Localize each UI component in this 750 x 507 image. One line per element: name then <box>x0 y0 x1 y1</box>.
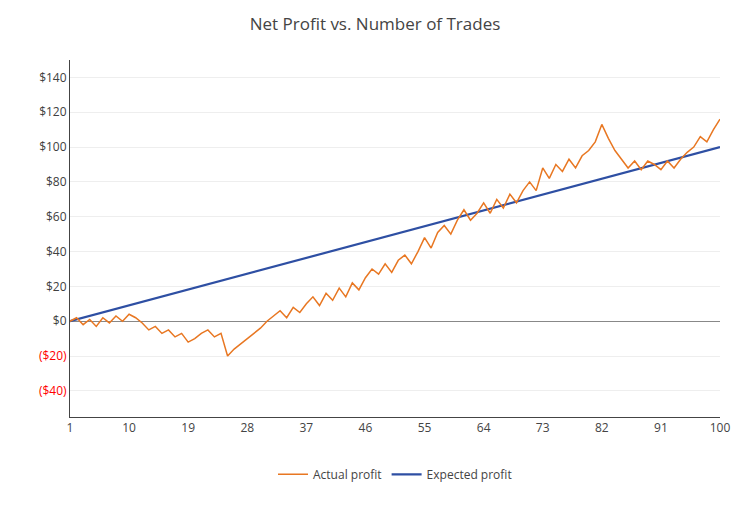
svg-text:$20: $20 <box>46 278 67 295</box>
svg-text:19: 19 <box>181 419 195 436</box>
svg-text:Net Profit vs. Number of Trade: Net Profit vs. Number of Trades <box>250 12 501 35</box>
svg-text:$80: $80 <box>46 173 67 190</box>
svg-text:$120: $120 <box>39 103 67 120</box>
svg-text:Expected profit: Expected profit <box>427 466 512 483</box>
svg-text:$60: $60 <box>46 208 67 225</box>
svg-text:10: 10 <box>122 419 136 436</box>
svg-text:($20): ($20) <box>39 347 67 364</box>
svg-text:91: 91 <box>654 419 668 436</box>
svg-text:37: 37 <box>299 419 313 436</box>
svg-text:82: 82 <box>595 419 609 436</box>
svg-text:28: 28 <box>240 419 254 436</box>
svg-text:100: 100 <box>710 419 731 436</box>
svg-text:64: 64 <box>477 419 491 436</box>
svg-text:73: 73 <box>536 419 550 436</box>
svg-text:55: 55 <box>418 419 432 436</box>
svg-text:1: 1 <box>67 419 74 436</box>
svg-text:$0: $0 <box>53 312 67 329</box>
svg-text:($40): ($40) <box>39 382 67 399</box>
svg-text:46: 46 <box>359 419 373 436</box>
svg-text:$40: $40 <box>46 243 67 260</box>
svg-text:$100: $100 <box>39 138 67 155</box>
svg-text:Actual profit: Actual profit <box>313 466 382 483</box>
svg-text:$140: $140 <box>39 69 67 86</box>
